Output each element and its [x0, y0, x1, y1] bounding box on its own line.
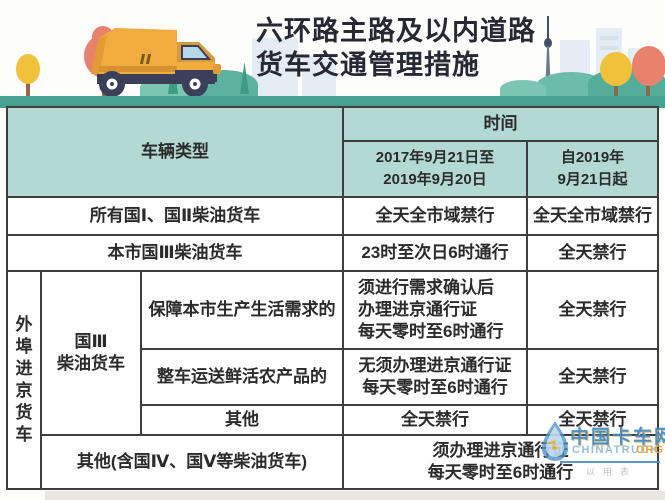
- row6-period-merged: 须办理进京通行证 每天零时至6时通行: [427, 440, 574, 482]
- pine-tree-icon: [240, 62, 249, 94]
- bush-icon: [500, 80, 546, 98]
- header-period-2: 自2019年 9月21日起: [528, 142, 657, 198]
- row1-period2: 全天全市域禁行: [528, 198, 657, 236]
- row5-period1: 全天禁行: [344, 406, 528, 436]
- row1-period1: 全天全市域禁行: [344, 198, 528, 236]
- row3-period1: 须进行需求确认后 办理进京通行证 每天零时至6时通行: [344, 272, 528, 350]
- title-line-1: 六环路主路及以内道路: [256, 16, 536, 46]
- row3-period2: 全天禁行: [528, 272, 657, 350]
- row2-vehicle: 本市国Ⅲ柴油货车: [8, 236, 344, 272]
- group-label-nonlocal-trucks: 外埠 进京 货车: [8, 272, 42, 488]
- row5-vehicle: 其他: [142, 406, 344, 436]
- row2-period1: 23时至次日6时通行: [344, 236, 528, 272]
- city-skyline: [600, 36, 618, 40]
- tree-icon: [600, 52, 632, 86]
- title-line-2: 货车交通管理措施: [256, 50, 480, 80]
- tv-tower-silhouette: [543, 16, 553, 94]
- tree-icon: [632, 46, 665, 86]
- regulation-table: 车辆类型 时间 2017年9月21日至 2019年9月20日 自2019年 9月…: [6, 106, 659, 490]
- city-skyline: [302, 56, 336, 96]
- header-period-1: 2017年9月21日至 2019年9月20日: [344, 142, 528, 198]
- tree-icon: [26, 80, 30, 96]
- tree-icon: [16, 54, 40, 84]
- tree-icon: [614, 82, 618, 96]
- row5-period2: 全天禁行: [528, 406, 657, 436]
- group-sublabel-china3-diesel: 国Ⅲ 柴油货车: [42, 272, 142, 436]
- row1-vehicle: 所有国Ⅰ、国Ⅱ柴油货车: [8, 198, 344, 236]
- row4-period2: 全天禁行: [528, 350, 657, 406]
- city-skyline: [600, 46, 618, 50]
- header-time: 时间: [344, 108, 657, 142]
- row4-period1: 无须办理进京通行证 每天零时至6时通行: [344, 350, 528, 406]
- header-vehicle-type: 车辆类型: [8, 108, 344, 198]
- city-skyline: [252, 38, 298, 96]
- footer-shadow-strip: [45, 491, 665, 500]
- tree-icon: [646, 80, 650, 96]
- ground-strip: [0, 96, 665, 108]
- row6-vehicle: 其他(含国Ⅳ、国Ⅴ等柴油货车): [42, 436, 344, 488]
- banner: 六环路主路及以内道路 货车交通管理措施: [0, 0, 665, 100]
- row2-period2: 全天禁行: [528, 236, 657, 272]
- page-title: 六环路主路及以内道路 货车交通管理措施: [256, 14, 586, 82]
- row4-vehicle: 整车运送鲜活农产品的: [142, 350, 344, 406]
- truck-illustration: [91, 28, 221, 97]
- row3-vehicle: 保障本市生产生活需求的: [142, 272, 344, 350]
